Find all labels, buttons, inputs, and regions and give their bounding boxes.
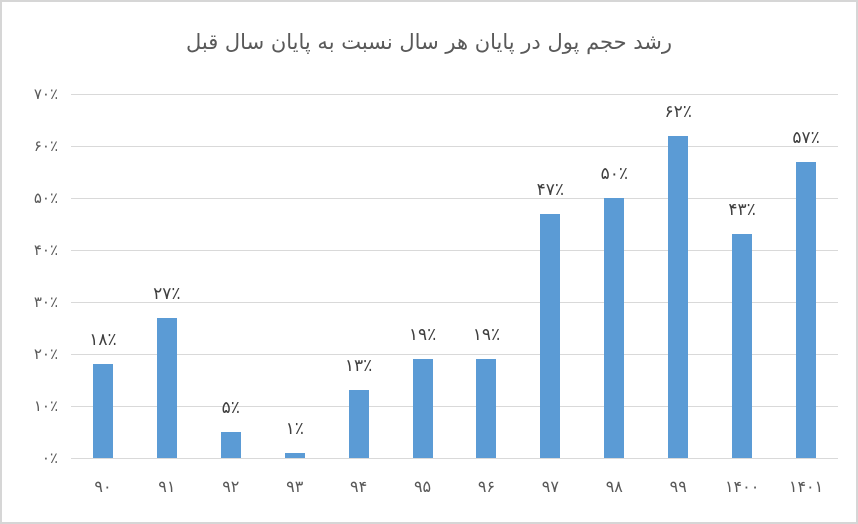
bar: [220, 432, 241, 458]
bar-value-label: ۲۷٪: [153, 283, 181, 304]
x-tick-label: ۹۱: [158, 477, 176, 496]
bar: [348, 390, 369, 458]
x-tick-label: ۹۰: [94, 477, 112, 496]
gridline: [71, 250, 838, 251]
bar: [412, 359, 433, 458]
bar-value-label: ۵۷٪: [792, 127, 820, 148]
bar: [604, 198, 625, 458]
gridline: [71, 302, 838, 303]
x-tick-label: ۹۵: [413, 477, 432, 496]
y-tick-label: ۶۰٪: [33, 137, 58, 155]
bar-value-label: ۴۷٪: [536, 179, 565, 200]
y-tick-label: ۵۰٪: [33, 189, 58, 207]
x-tick-label: ۹۷: [541, 477, 559, 496]
bar: [732, 234, 753, 458]
bar: [92, 364, 113, 458]
x-tick-label: ۹۶: [477, 477, 496, 496]
bar: [540, 213, 561, 458]
x-tick-label: ۹۳: [286, 477, 304, 496]
bar: [476, 359, 497, 458]
bar: [796, 161, 817, 458]
bar-value-label: ۱۹٪: [408, 325, 437, 346]
bar-value-label: ۴۳٪: [728, 200, 756, 221]
gridline: [71, 458, 838, 459]
x-tick-label: ۹۸: [605, 477, 623, 496]
y-tick-label: ۱۰٪: [33, 397, 58, 415]
bar: [156, 317, 177, 458]
y-tick-label: ۴۰٪: [33, 241, 58, 259]
x-tick-label: ۹۹: [669, 477, 687, 496]
bar-value-label: ۱۸٪: [89, 330, 117, 351]
bar-value-label: ۱٪: [285, 418, 304, 439]
gridline: [71, 198, 838, 199]
bar-value-label: ۱۹٪: [472, 325, 501, 346]
gridline: [71, 94, 838, 95]
y-tick-label: ۰٪: [41, 449, 58, 467]
bar-value-label: ۶۲٪: [664, 101, 692, 122]
x-tick-label: ۱۴۰۰: [724, 477, 760, 496]
gridline: [71, 354, 838, 355]
bar-value-label: ۵٪: [221, 398, 240, 418]
y-tick-label: ۷۰٪: [33, 85, 58, 103]
chart-title: رشد حجم پول در پایان هر سال نسبت به پایا…: [185, 30, 673, 54]
bar: [668, 135, 689, 458]
y-tick-label: ۲۰٪: [33, 345, 58, 363]
bar: [284, 452, 305, 458]
gridline: [71, 146, 838, 147]
y-tick-label: ۳۰٪: [33, 293, 58, 311]
bar-value-label: ۱۳٪: [344, 356, 373, 377]
gridline: [71, 406, 838, 407]
bar-value-label: ۵۰٪: [600, 164, 628, 184]
x-tick-label: ۹۴: [350, 477, 368, 496]
x-tick-label: ۱۴۰۱: [788, 477, 824, 496]
x-tick-label: ۹۲: [222, 477, 240, 496]
